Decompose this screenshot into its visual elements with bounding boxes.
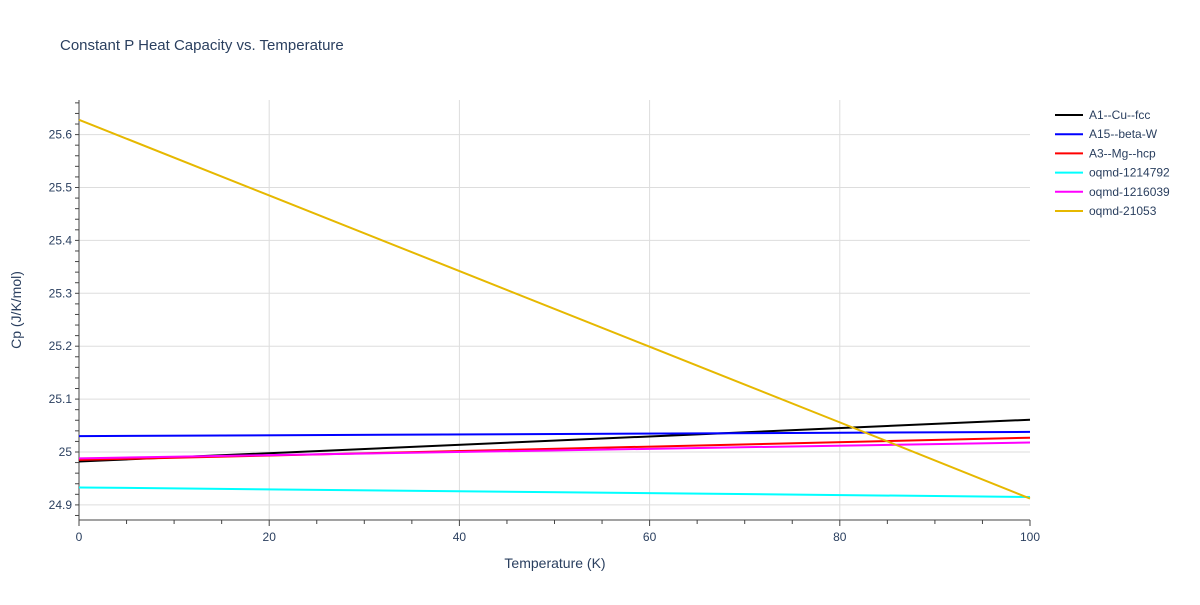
x-tick-label: 60 xyxy=(643,530,657,544)
grid xyxy=(79,100,1030,520)
series-line-A15--beta-W xyxy=(78,430,1031,438)
legend-label: oqmd-1216039 xyxy=(1089,185,1170,199)
y-tick-label: 25.4 xyxy=(49,233,73,247)
series-line-oqmd-21053 xyxy=(78,118,1031,500)
x-tick-label: 20 xyxy=(263,530,277,544)
x-tick-label: 100 xyxy=(1020,530,1040,544)
legend-label: A1--Cu--fcc xyxy=(1089,108,1150,122)
y-tick-label: 25.3 xyxy=(49,286,73,300)
chart-title: Constant P Heat Capacity vs. Temperature xyxy=(60,37,344,54)
series-line-A1--Cu--fcc xyxy=(78,418,1031,463)
y-tick-label: 25.6 xyxy=(49,128,73,142)
series-line-oqmd-1216039 xyxy=(78,441,1031,460)
x-tick-label: 0 xyxy=(76,530,83,544)
y-tick-label: 25.1 xyxy=(49,392,73,406)
series-line-oqmd-1214792 xyxy=(78,486,1031,498)
x-axis-label: Temperature (K) xyxy=(504,555,605,571)
x-tick-label: 40 xyxy=(453,530,467,544)
x-tick-label: 80 xyxy=(833,530,847,544)
y-axis-label: Cp (J/K/mol) xyxy=(8,271,24,349)
series-lines xyxy=(78,118,1031,500)
y-tick-label: 25.2 xyxy=(49,339,73,353)
legend-label: A3--Mg--hcp xyxy=(1089,146,1156,160)
legend-label: oqmd-1214792 xyxy=(1089,166,1170,180)
axes: 0 20 40 60 80 100 24.9 25 25.1 25.2 25.3 25.4 25.5 25… xyxy=(49,100,1040,544)
y-tick-label: 25.5 xyxy=(49,181,73,195)
legend-label: oqmd-21053 xyxy=(1089,204,1157,218)
y-tick-label: 24.9 xyxy=(49,498,73,512)
legend[interactable]: A1--Cu--fcc A15--beta-W A3--Mg--hcp oqmd-12… xyxy=(1055,108,1170,218)
y-tick-label: 25 xyxy=(59,445,73,459)
legend-label: A15--beta-W xyxy=(1089,127,1158,141)
